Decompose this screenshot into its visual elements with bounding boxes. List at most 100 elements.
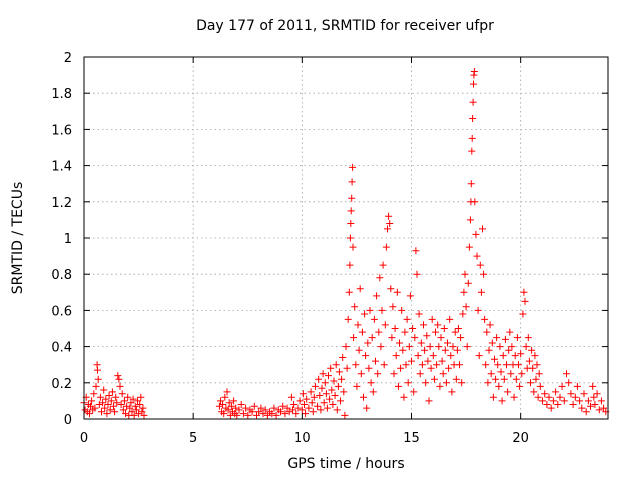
data-point bbox=[352, 361, 360, 369]
data-point bbox=[380, 361, 388, 369]
data-point bbox=[373, 292, 381, 300]
data-point bbox=[520, 288, 528, 296]
data-point bbox=[123, 402, 131, 410]
data-point bbox=[379, 261, 387, 269]
data-point bbox=[573, 382, 581, 390]
data-point bbox=[366, 306, 374, 314]
data-point bbox=[413, 270, 421, 278]
data-point bbox=[136, 401, 144, 408]
data-point bbox=[428, 315, 436, 323]
data-point bbox=[340, 388, 348, 396]
data-point bbox=[227, 402, 235, 410]
data-point bbox=[494, 361, 502, 369]
data-point bbox=[528, 346, 536, 354]
data-point bbox=[411, 334, 419, 342]
data-point bbox=[461, 270, 469, 278]
data-point bbox=[139, 404, 147, 412]
data-point bbox=[301, 401, 308, 408]
data-point bbox=[244, 411, 252, 419]
data-point bbox=[531, 352, 539, 360]
data-point bbox=[529, 364, 537, 372]
data-point bbox=[452, 375, 460, 383]
data-point bbox=[483, 328, 491, 336]
data-point bbox=[470, 68, 478, 75]
data-point bbox=[377, 343, 385, 351]
data-point bbox=[409, 325, 417, 332]
data-point bbox=[230, 397, 238, 405]
data-point bbox=[402, 361, 410, 369]
data-point bbox=[138, 408, 146, 416]
data-point bbox=[128, 408, 136, 416]
data-point bbox=[374, 370, 382, 378]
data-point bbox=[491, 355, 498, 363]
data-point bbox=[253, 411, 260, 419]
data-point bbox=[343, 364, 351, 372]
data-point bbox=[591, 401, 599, 408]
data-point bbox=[495, 382, 503, 390]
data-point bbox=[405, 343, 413, 351]
data-point bbox=[311, 382, 319, 390]
data-point bbox=[508, 343, 516, 351]
data-point bbox=[369, 388, 377, 396]
data-point bbox=[239, 410, 247, 418]
data-point bbox=[86, 410, 93, 418]
data-point bbox=[479, 225, 486, 233]
data-point bbox=[219, 401, 227, 408]
data-point bbox=[360, 393, 367, 401]
data-point bbox=[353, 382, 361, 390]
data-point bbox=[290, 401, 298, 408]
data-point bbox=[516, 382, 524, 390]
data-point bbox=[438, 357, 446, 365]
data-point bbox=[408, 357, 415, 365]
data-point bbox=[372, 357, 379, 365]
data-point bbox=[215, 402, 223, 410]
data-point bbox=[460, 288, 468, 296]
data-point bbox=[344, 315, 352, 323]
data-point bbox=[342, 343, 350, 351]
data-point bbox=[257, 404, 265, 412]
data-point bbox=[515, 361, 522, 369]
data-point bbox=[328, 386, 336, 394]
data-point bbox=[472, 230, 480, 238]
data-point bbox=[326, 395, 334, 403]
data-point bbox=[511, 352, 519, 360]
data-point bbox=[565, 379, 573, 387]
data-point bbox=[362, 352, 370, 360]
data-point bbox=[124, 393, 132, 401]
data-point bbox=[287, 393, 295, 401]
data-point bbox=[547, 404, 555, 412]
data-point bbox=[114, 372, 122, 380]
y-tick-label: 0.8 bbox=[51, 268, 72, 283]
data-point bbox=[347, 220, 355, 227]
data-point bbox=[530, 388, 538, 396]
data-point bbox=[524, 334, 532, 342]
data-point bbox=[468, 134, 476, 142]
data-point bbox=[140, 411, 148, 419]
data-point bbox=[386, 220, 394, 227]
data-point bbox=[535, 370, 543, 378]
data-point bbox=[283, 404, 291, 412]
data-point bbox=[404, 379, 412, 387]
data-point bbox=[580, 390, 588, 398]
data-point bbox=[112, 393, 120, 401]
data-point bbox=[418, 361, 426, 369]
data-point bbox=[90, 390, 98, 398]
data-point bbox=[403, 315, 411, 323]
data-point bbox=[95, 401, 103, 408]
data-point bbox=[98, 408, 105, 416]
data-point bbox=[499, 352, 507, 360]
data-point bbox=[348, 178, 356, 186]
data-point bbox=[464, 279, 472, 287]
data-point bbox=[334, 382, 342, 390]
data-point bbox=[217, 397, 224, 405]
data-point bbox=[325, 372, 332, 380]
data-point bbox=[250, 402, 258, 410]
data-point bbox=[424, 357, 432, 365]
data-point bbox=[459, 310, 467, 318]
data-point bbox=[467, 180, 475, 188]
data-point bbox=[242, 404, 250, 412]
x-tick-label: 10 bbox=[294, 431, 311, 446]
data-point bbox=[272, 411, 280, 419]
data-point bbox=[435, 343, 443, 351]
